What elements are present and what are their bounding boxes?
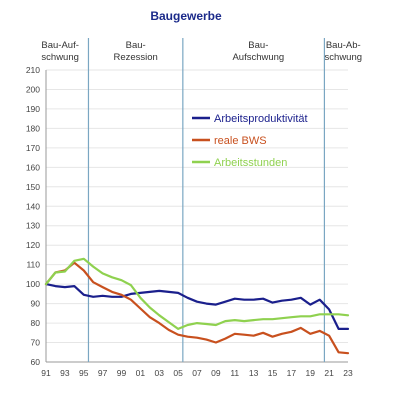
x-tick-label: 21 [324, 368, 334, 378]
x-tick-label: 11 [230, 368, 239, 378]
legend-label: reale BWS [214, 135, 267, 147]
phase-annotations: Bau-Auf-schwungBau-RezessionBau-Aufschwu… [41, 38, 362, 362]
legend-label: Arbeitsproduktivität [214, 113, 308, 125]
y-tick-label: 160 [26, 162, 40, 172]
y-tick-label: 80 [31, 318, 41, 328]
grid [46, 69, 348, 363]
series-line [44, 261, 350, 355]
y-tick-label: 110 [26, 260, 40, 270]
y-tick-label: 60 [31, 357, 41, 367]
x-tick-label: 03 [155, 368, 165, 378]
phase-label: Bau-Ab- [326, 40, 361, 51]
y-tick-label: 180 [26, 123, 40, 133]
y-tick-label: 70 [31, 338, 41, 348]
y-tick-label: 130 [26, 221, 40, 231]
y-tick-label: 210 [26, 65, 40, 75]
x-tick-label: 13 [249, 368, 259, 378]
x-tick-label: 05 [173, 368, 183, 378]
phase-label: Aufschwung [232, 52, 284, 63]
series-line [44, 257, 350, 330]
y-tick-label: 100 [26, 279, 40, 289]
x-tick-label: 93 [60, 368, 70, 378]
phase-label: Bau- [126, 40, 146, 51]
phase-label: schwung [325, 52, 363, 63]
y-tick-label: 90 [31, 299, 41, 309]
x-tick-label: 07 [192, 368, 202, 378]
x-tick-label: 01 [136, 368, 146, 378]
x-tick-label: 97 [98, 368, 108, 378]
y-tick-label: 150 [26, 182, 40, 192]
x-tick-label: 23 [343, 368, 353, 378]
series [44, 257, 350, 355]
x-tick-label: 09 [211, 368, 221, 378]
axes: 60 70 80 90 100 110 120 130 140 150 160 170 180 190 20… [26, 65, 353, 378]
chart-title: Baugewerbe [150, 9, 222, 23]
x-tick-label: 91 [41, 368, 51, 378]
x-tick-label: 99 [117, 368, 127, 378]
phase-label: Rezession [113, 52, 157, 63]
legend-label: Arbeitsstunden [214, 157, 287, 169]
y-tick-label: 190 [26, 104, 40, 114]
x-tick-label: 15 [268, 368, 278, 378]
y-tick-label: 170 [26, 143, 40, 153]
phase-label: Bau-Auf- [41, 40, 79, 51]
phase-label: Bau- [248, 40, 268, 51]
x-tick-label: 17 [287, 368, 297, 378]
phase-label: schwung [41, 52, 79, 63]
x-tick-label: 19 [306, 368, 316, 378]
y-tick-label: 200 [26, 84, 40, 94]
legend: Arbeitsproduktivität reale BWS Arbeitsstun… [192, 113, 308, 169]
y-tick-label: 120 [26, 240, 40, 250]
y-tick-label: 140 [26, 201, 40, 211]
x-tick-label: 95 [79, 368, 89, 378]
series-line [44, 283, 350, 330]
